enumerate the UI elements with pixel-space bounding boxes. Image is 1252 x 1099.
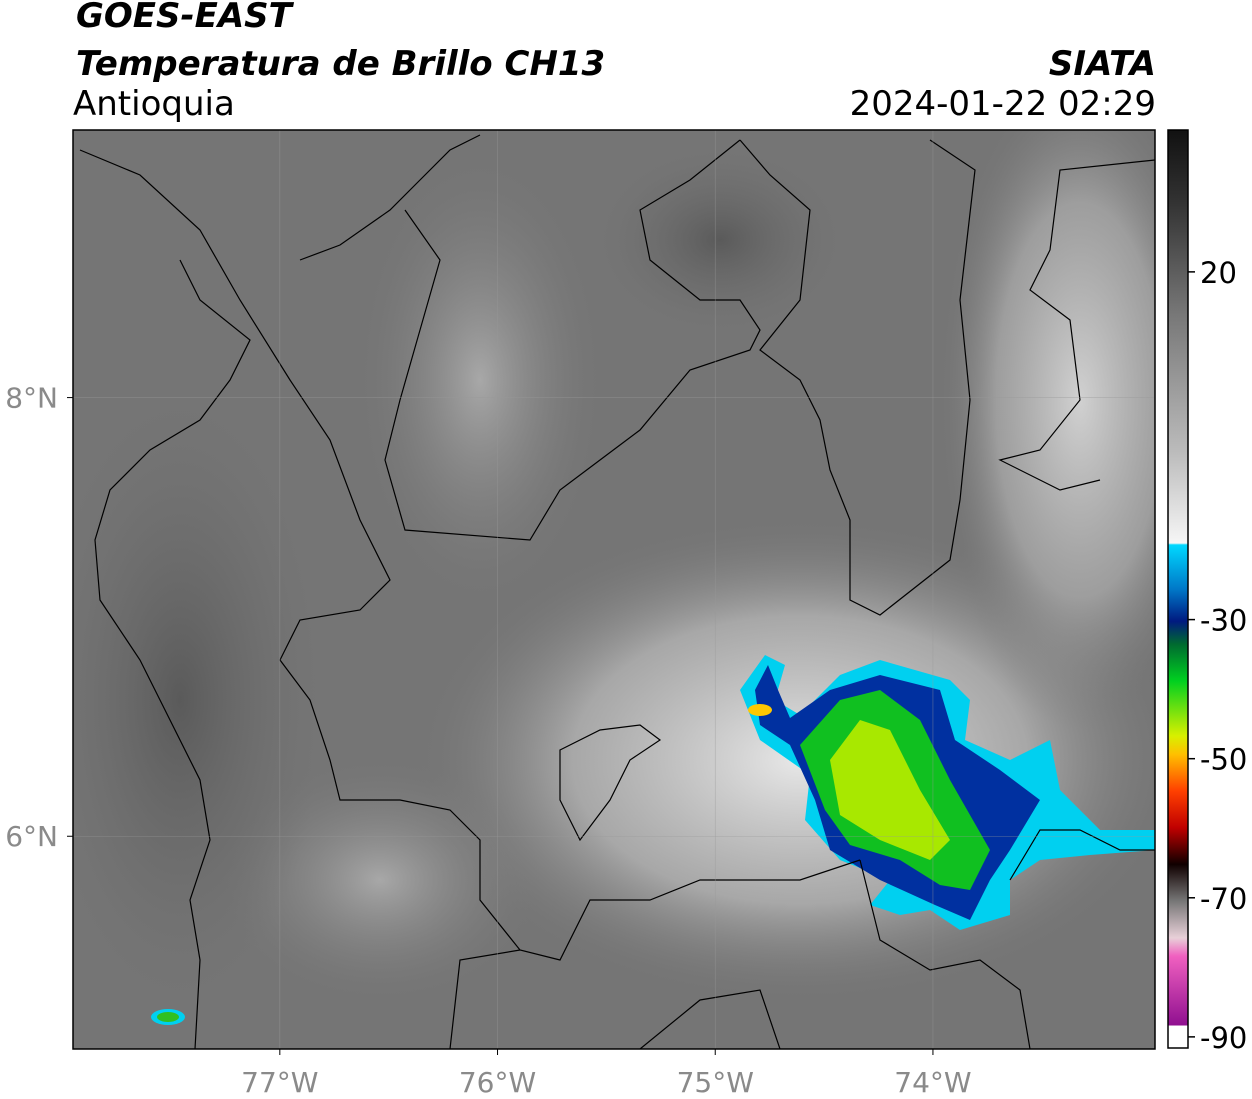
product-title: Temperatura de Brillo CH13 — [76, 44, 606, 84]
satellite-image — [73, 130, 1155, 1049]
graticule — [67, 130, 1155, 1055]
lon-label: 77°W — [241, 1066, 318, 1099]
lat-label: 6°N — [5, 820, 58, 853]
region-label: Antioquia — [73, 84, 235, 124]
boundaries — [79, 134, 1155, 1049]
colorbar-label: 20 — [1200, 256, 1237, 290]
lon-label: 75°W — [677, 1066, 754, 1099]
lon-label: 74°W — [894, 1066, 971, 1099]
satellite-title: GOES-EAST — [76, 0, 292, 36]
colorbar-label: -90 — [1200, 1021, 1247, 1055]
colorbar-label: -70 — [1200, 882, 1247, 916]
lat-label: 8°N — [5, 382, 58, 415]
source-label: SIATA — [1048, 44, 1156, 84]
colorbar — [1167, 129, 1189, 1049]
colorbar-label: -50 — [1200, 743, 1247, 777]
lon-label: 76°W — [459, 1066, 536, 1099]
map-frame — [72, 129, 1156, 1050]
datetime-label: 2024-01-22 02:29 — [849, 84, 1156, 124]
colorbar-label: -30 — [1200, 604, 1247, 638]
